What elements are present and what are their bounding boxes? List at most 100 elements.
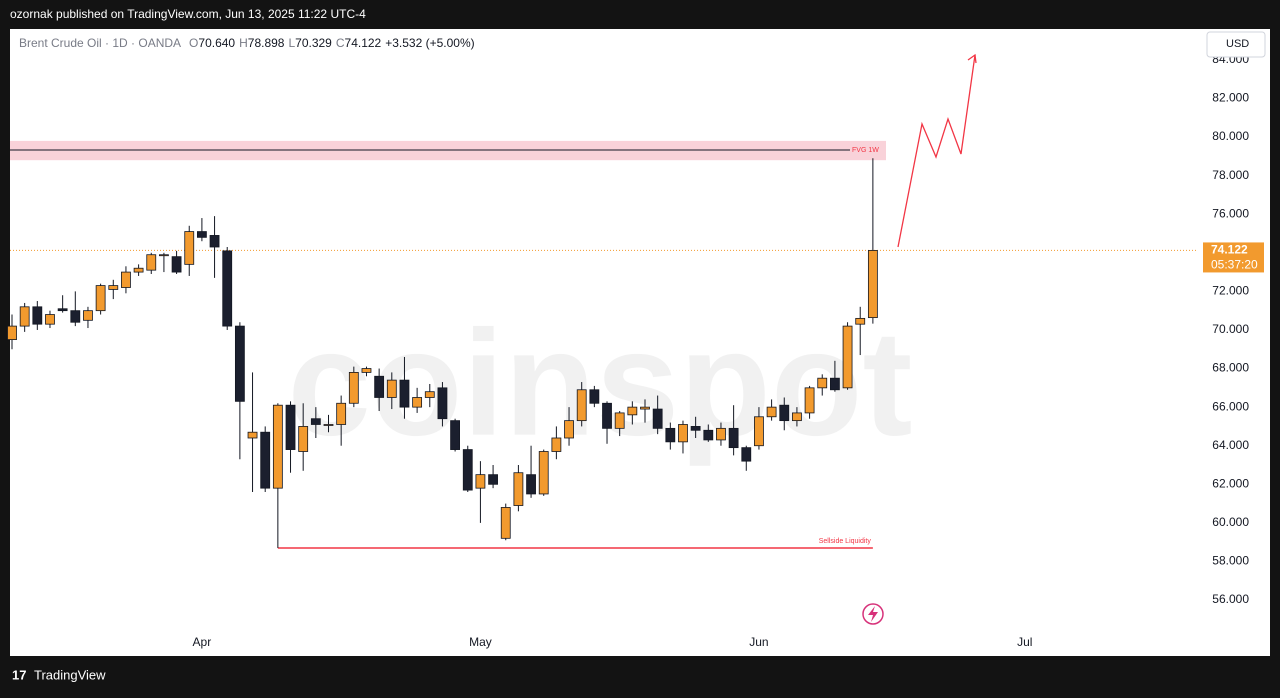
y-tick-label: 62.000: [1212, 476, 1249, 490]
candle-body: [196, 231, 207, 238]
ohlc-value: 74.122: [345, 36, 382, 50]
projection-arrowhead: [967, 53, 977, 64]
candle-body: [159, 254, 169, 257]
candle-body: [310, 418, 321, 425]
publisher: ozornak published on TradingView.com, Ju…: [10, 7, 366, 21]
projection-path: [897, 54, 976, 248]
candle-body: [754, 416, 764, 447]
currency: USD: [1226, 38, 1249, 50]
footer-brand: TradingView: [34, 667, 106, 682]
candle-body: [45, 314, 55, 325]
candle-body: [57, 308, 68, 312]
candle-body: [690, 426, 701, 431]
candle-body: [298, 426, 309, 452]
candle-body: [526, 474, 536, 495]
ohlc-key: H: [239, 36, 248, 50]
candle-body: [462, 449, 473, 491]
ohlc-value: 70.640: [198, 36, 235, 50]
ohlc-key: O: [189, 36, 198, 50]
candle-body: [399, 379, 410, 408]
y-tick-label: 56.000: [1212, 592, 1249, 606]
candle-body: [602, 402, 612, 429]
candle-body: [589, 389, 600, 404]
candle-body: [716, 427, 726, 441]
candle-body: [386, 379, 397, 398]
candle-body: [538, 451, 549, 495]
candle-body: [766, 406, 777, 418]
candle-body: [32, 306, 43, 325]
candle-body: [842, 325, 853, 389]
chart-background: [10, 29, 1270, 656]
candle-body: [703, 429, 714, 441]
candle-body: [260, 431, 271, 489]
x-tick-label: Jul: [1017, 635, 1032, 649]
candle-body: [95, 285, 106, 312]
candle-body: [7, 325, 17, 341]
candle-body: [184, 231, 195, 265]
candle-body: [247, 431, 258, 439]
fvg-label: FVG 1W: [852, 147, 879, 154]
candle-body: [121, 271, 131, 288]
candle-body: [500, 507, 511, 539]
candle-body: [209, 235, 220, 248]
candle-body: [779, 404, 790, 422]
symbol: Brent Crude Oil · 1D · OANDA: [19, 36, 181, 50]
currency-box[interactable]: [1206, 31, 1266, 58]
y-tick-label: 78.000: [1212, 168, 1249, 182]
candle-body: [374, 375, 385, 398]
candle-body: [133, 267, 144, 273]
candle-body: [234, 325, 245, 402]
candle-body: [19, 306, 30, 327]
candle-body: [576, 389, 587, 422]
x-tick-label: Jun: [749, 635, 768, 649]
candle-body: [336, 402, 347, 425]
candle-body: [488, 474, 498, 485]
ohlc-value: 78.898: [248, 36, 285, 50]
price-tag: [1203, 242, 1264, 273]
candle-body: [348, 372, 359, 404]
candle-body: [513, 472, 524, 506]
candle-body: [285, 404, 296, 450]
y-tick-label: 64.000: [1212, 438, 1249, 452]
candle-body: [652, 408, 663, 429]
candle-body: [627, 406, 638, 416]
candle-body: [804, 387, 815, 414]
candle-body: [323, 424, 334, 426]
y-tick-label: 66.000: [1212, 399, 1249, 413]
event-icon-bolt: [868, 606, 878, 622]
sellside-label: Sellside Liquidity: [819, 538, 872, 545]
y-tick-label: 76.000: [1212, 206, 1249, 220]
candle-body: [83, 310, 93, 321]
price-tag-label: 74.122: [1211, 243, 1248, 257]
candle-body: [728, 427, 739, 449]
y-tick-label: 72.000: [1212, 284, 1249, 298]
countdown: 05:37:20: [1211, 258, 1258, 272]
x-tick-label: May: [469, 635, 492, 649]
footer-logo: 17: [12, 667, 26, 682]
change: +3.532 (+5.00%): [385, 36, 474, 50]
candle-body: [146, 254, 157, 271]
candle-body: [108, 285, 119, 290]
candle-body: [640, 406, 650, 410]
candle-body: [867, 250, 878, 319]
candle-body: [475, 474, 486, 489]
candle-body: [741, 447, 752, 462]
y-tick-label: 68.000: [1212, 361, 1249, 375]
candle-body: [361, 368, 372, 373]
y-tick-label: 80.000: [1212, 129, 1249, 143]
plot: FVG 1W Sellside Liquidity: [7, 140, 1197, 549]
symbol-legend: Brent Crude Oil · 1D · OANDA O70.640 H78.8…: [19, 36, 475, 50]
candle-body: [222, 250, 233, 327]
ohlc-key: C: [336, 36, 345, 50]
y-tick-label: 70.000: [1212, 322, 1249, 336]
candle-body: [70, 310, 81, 323]
ohlc-value: 70.329: [295, 36, 332, 50]
candle-body: [614, 412, 625, 429]
y-tick-label: 58.000: [1212, 554, 1249, 568]
ohlc-key: L: [288, 36, 295, 50]
candle-body: [792, 412, 802, 422]
candle-body: [272, 404, 283, 489]
candle-body: [817, 377, 828, 389]
